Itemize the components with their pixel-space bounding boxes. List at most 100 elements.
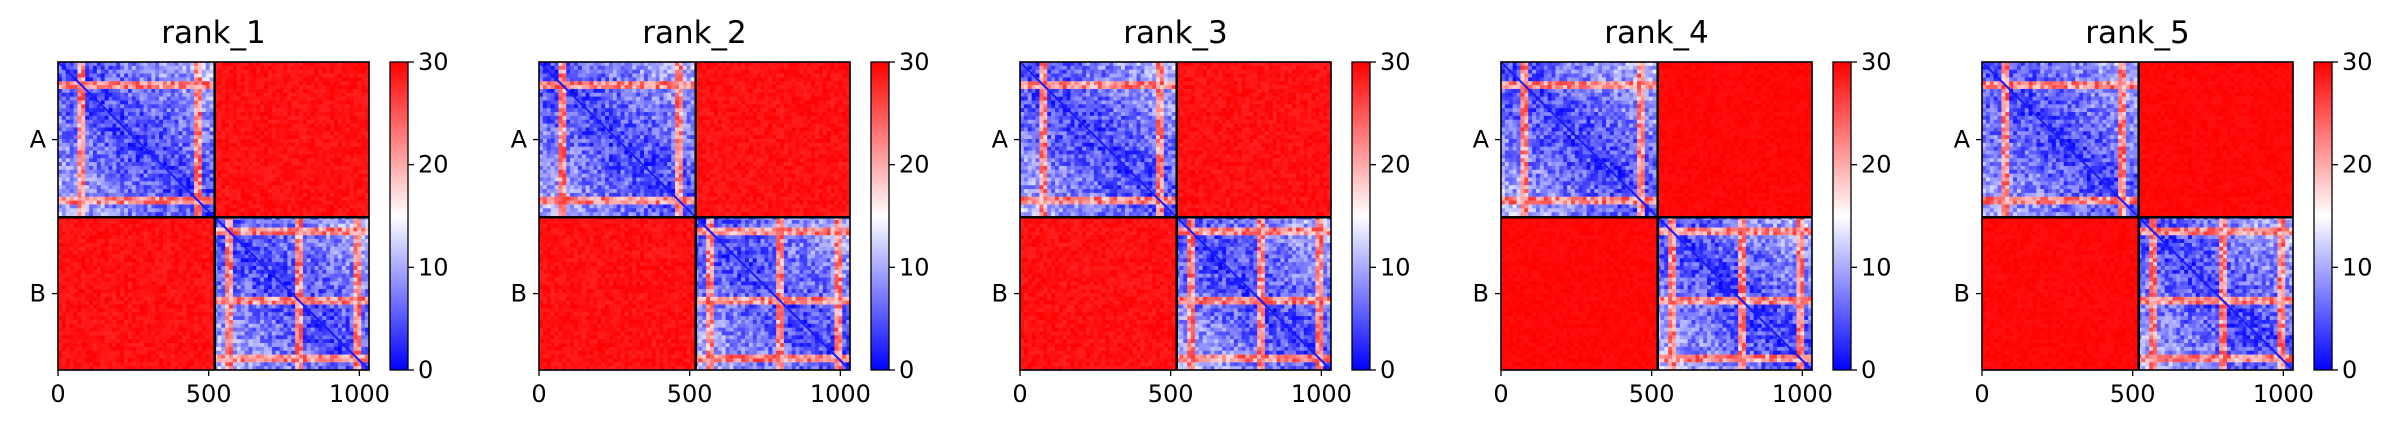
heatmap-cell xyxy=(143,269,149,275)
heatmap-cell xyxy=(326,227,331,232)
heatmap-cell xyxy=(330,92,335,98)
heatmap-cell xyxy=(322,165,327,171)
heatmap-cell xyxy=(314,88,320,94)
heatmap-cell xyxy=(89,150,94,155)
heatmap-cell xyxy=(201,273,207,279)
heatmap-cell xyxy=(217,69,222,75)
heatmap-cell xyxy=(341,115,347,121)
heatmap-cell xyxy=(205,115,211,121)
heatmap-cell xyxy=(345,289,351,294)
heatmap-cell xyxy=(197,173,203,179)
heatmap-cell xyxy=(194,119,199,125)
heatmap-cell xyxy=(112,65,117,71)
heatmap-cell xyxy=(318,154,323,159)
heatmap-cell xyxy=(201,131,207,136)
heatmap-cell xyxy=(159,81,164,86)
heatmap-cell xyxy=(264,135,269,140)
heatmap-cell xyxy=(361,227,366,232)
heatmap-cell xyxy=(279,92,285,98)
heatmap-cell xyxy=(143,115,149,121)
heatmap-cell xyxy=(326,196,331,202)
heatmap-cell xyxy=(89,108,94,113)
heatmap-cell xyxy=(182,296,187,302)
heatmap-cell xyxy=(209,165,215,171)
heatmap-cell xyxy=(205,196,211,202)
heatmap-cell xyxy=(151,262,156,267)
heatmap-cell xyxy=(271,235,277,240)
heatmap-cell xyxy=(341,112,347,117)
heatmap-cell xyxy=(151,250,156,256)
heatmap-cell xyxy=(124,154,129,159)
heatmap-cell xyxy=(264,192,269,198)
heatmap-cell xyxy=(65,208,71,213)
heatmap-cell xyxy=(291,162,296,167)
heatmap-cell xyxy=(174,189,180,194)
heatmap-cell xyxy=(256,204,261,209)
heatmap-cell xyxy=(89,85,94,90)
heatmap-cell xyxy=(61,185,67,190)
heatmap-cell xyxy=(221,269,226,275)
heatmap-cell xyxy=(58,135,63,140)
heatmap-cell xyxy=(260,242,265,248)
heatmap-cell xyxy=(81,115,86,121)
heatmap-cell xyxy=(178,239,183,244)
heatmap-cell xyxy=(248,200,253,206)
heatmap-cell xyxy=(334,281,339,286)
heatmap-cell xyxy=(162,289,168,294)
heatmap-cell xyxy=(229,223,234,229)
heatmap-cell xyxy=(306,146,312,152)
heatmap-cell xyxy=(221,173,226,179)
heatmap-cell xyxy=(89,223,94,229)
heatmap-cell xyxy=(89,115,94,121)
heatmap-cell xyxy=(131,192,137,198)
heatmap-cell xyxy=(271,181,277,186)
heatmap-cell xyxy=(186,162,191,167)
heatmap-cell xyxy=(127,296,133,302)
heatmap-cell xyxy=(248,219,253,225)
heatmap-cell xyxy=(337,254,343,259)
heatmap-cell xyxy=(256,73,261,78)
heatmap-cell xyxy=(345,139,351,144)
heatmap-cell xyxy=(100,88,106,94)
heatmap-cell xyxy=(85,192,90,198)
heatmap-cell xyxy=(65,266,71,271)
heatmap-cell xyxy=(174,173,180,179)
heatmap-cell xyxy=(302,246,308,252)
heatmap-cell xyxy=(349,231,355,236)
heatmap-cell xyxy=(353,189,358,194)
heatmap-cell xyxy=(209,250,215,256)
heatmap-cell xyxy=(302,204,308,209)
heatmap-cell xyxy=(260,165,265,171)
heatmap-cell xyxy=(299,204,304,209)
heatmap-cell xyxy=(337,150,343,155)
heatmap-cell xyxy=(65,158,71,163)
heatmap-cell xyxy=(155,92,160,98)
heatmap-cell xyxy=(120,266,125,271)
heatmap-cell xyxy=(256,69,261,75)
heatmap-cell xyxy=(77,293,82,298)
heatmap-cell xyxy=(341,104,347,109)
heatmap-cell xyxy=(240,112,246,117)
heatmap-cell xyxy=(264,254,269,259)
heatmap-cell xyxy=(139,212,145,217)
heatmap-cell xyxy=(186,266,191,271)
heatmap-cell xyxy=(279,177,285,182)
heatmap-cell xyxy=(310,146,316,152)
heatmap-cell xyxy=(127,204,133,209)
heatmap-cell xyxy=(299,258,304,263)
heatmap-cell xyxy=(73,231,79,236)
heatmap-cell xyxy=(275,223,281,229)
heatmap-cell xyxy=(151,254,156,259)
heatmap-cell xyxy=(225,235,230,240)
heatmap-cell xyxy=(104,135,110,140)
heatmap-cell xyxy=(190,158,195,163)
heatmap-cell xyxy=(69,296,75,302)
heatmap-cell xyxy=(116,277,121,283)
heatmap-cell xyxy=(229,73,234,78)
heatmap-cell xyxy=(217,146,222,152)
heatmap-cell xyxy=(287,181,292,186)
heatmap-cell xyxy=(345,81,351,86)
heatmap-cell xyxy=(334,285,339,290)
heatmap-cell xyxy=(283,289,288,294)
heatmap-cell xyxy=(65,242,71,248)
